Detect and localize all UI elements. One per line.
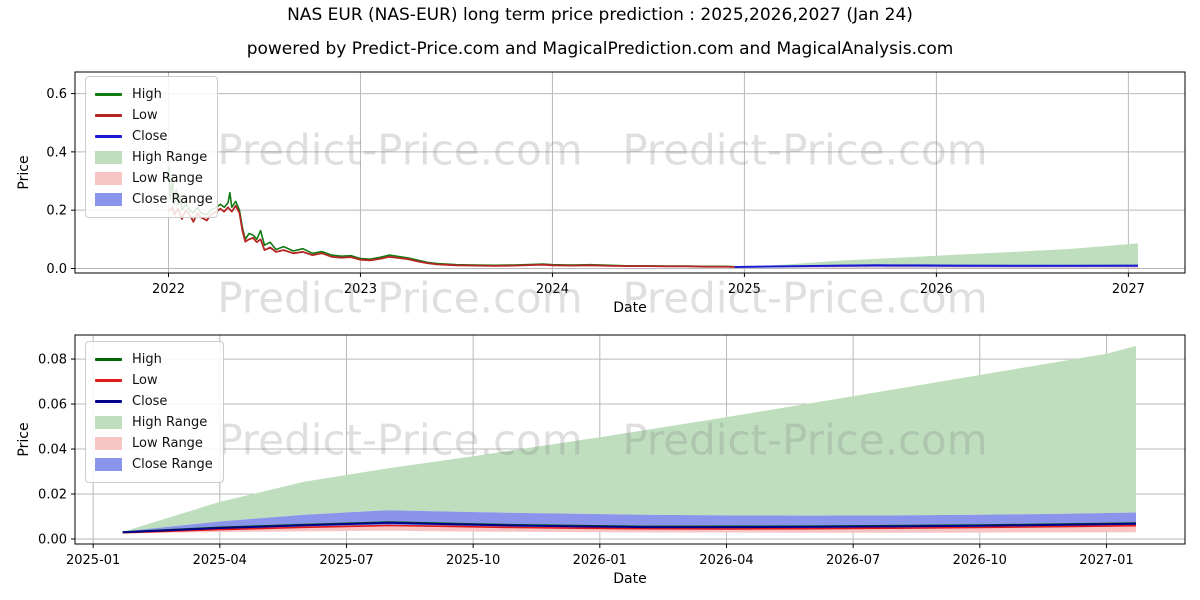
y-axis-label: Price	[16, 155, 32, 189]
line-close	[122, 521, 1137, 534]
band-low-range	[734, 267, 1138, 268]
legend-line-swatch	[95, 400, 122, 403]
page-subtitle: powered by Predict-Price.com and Magical…	[246, 39, 954, 59]
legend-item-low-range: Low Range	[95, 168, 207, 189]
tick-label-x: 2026-10	[953, 553, 1007, 568]
tick-label-x: 2025	[728, 282, 761, 297]
chart-overview: 2022 2023 2024 2025 2026 2027 0.0 0.2 0.4 0.6 Date…	[16, 71, 1186, 316]
legend-item-low: Low	[95, 370, 213, 391]
x-axis-label: Date	[613, 300, 646, 316]
tick-label-y: 0.02	[38, 488, 67, 503]
legend-item-high: High	[95, 349, 213, 370]
tick-label-x: 2025-10	[446, 553, 500, 568]
tick-label-y: 0.08	[38, 353, 67, 368]
legend-forecast: High Low Close High Range Low Range Close Ran…	[85, 341, 224, 483]
legend-label: High Range	[132, 150, 208, 165]
tick-label-y: 0.2	[46, 204, 67, 219]
legend-item-high: High	[95, 84, 207, 105]
line-close	[734, 264, 1139, 268]
legend-item-close: Close	[95, 126, 207, 147]
legend-item-close: Close	[95, 391, 213, 412]
legend-item-high-range: High Range	[95, 147, 207, 168]
legend-label: Close Range	[132, 192, 213, 207]
legend-item-low-range: Low Range	[95, 433, 213, 454]
legend-patch-swatch	[95, 172, 122, 185]
legend-patch-swatch	[95, 437, 122, 450]
legend-item-close-range: Close Range	[95, 454, 213, 475]
legend-item-low: Low	[95, 105, 207, 126]
band-low-range	[122, 526, 1136, 534]
tick-label-x: 2026	[920, 282, 953, 297]
legend-label: High	[132, 352, 162, 367]
plot-border	[74, 71, 1186, 274]
tick-label-x: 2022	[152, 282, 185, 297]
legend-line-swatch	[95, 379, 122, 382]
tick-label-x: 2025-04	[193, 553, 247, 568]
line-low	[167, 204, 735, 268]
legend-label: Low	[132, 373, 158, 388]
y-axis-label: Price	[16, 422, 32, 456]
legend-patch-swatch	[95, 458, 122, 471]
tick-label-y: 0.0	[46, 262, 67, 277]
tick-label-x: 2025-01	[66, 553, 120, 568]
legend-label: Low Range	[132, 436, 203, 451]
legend-label: Low	[132, 108, 158, 123]
tick-label-y: 0.06	[38, 398, 67, 413]
tick-label-y: 0.04	[38, 443, 67, 458]
legend-line-swatch	[95, 114, 122, 117]
legend-patch-swatch	[95, 193, 122, 206]
tick-label-x: 2023	[344, 282, 377, 297]
legend-line-swatch	[95, 135, 122, 138]
line-low	[122, 524, 1137, 534]
legend-line-swatch	[95, 93, 122, 96]
legend-label: High	[132, 87, 162, 102]
tick-label-x: 2026-01	[573, 553, 627, 568]
tick-label-y: 0.00	[38, 533, 67, 548]
tick-label-x: 2027	[1112, 282, 1145, 297]
tick-label-x: 2026-04	[699, 553, 753, 568]
legend-item-high-range: High Range	[95, 412, 213, 433]
legend-label: Close Range	[132, 457, 213, 472]
plot-border	[74, 334, 1186, 545]
band-high-range	[122, 346, 1136, 532]
legend-label: Close	[132, 394, 168, 409]
chart-forecast: 2025-01 2025-04 2025-07 2025-10 2026-01 2026-…	[16, 334, 1186, 587]
tick-label-x: 2026-07	[826, 553, 880, 568]
legend-item-close-range: Close Range	[95, 189, 213, 210]
tick-label-y: 0.4	[46, 145, 67, 160]
legend-label: High Range	[132, 415, 208, 430]
tick-label-x: 2024	[536, 282, 569, 297]
legend-overview: High Low Close High Range Low Range Close Ran…	[85, 76, 218, 218]
legend-label: Low Range	[132, 171, 203, 186]
page-title: NAS EUR (NAS-EUR) long term price predic…	[287, 5, 913, 25]
line-high	[167, 166, 735, 268]
legend-patch-swatch	[95, 151, 122, 164]
tick-label-x: 2025-07	[319, 553, 373, 568]
tick-label-x: 2027-01	[1079, 553, 1133, 568]
x-axis-label: Date	[613, 571, 646, 587]
tick-label-y: 0.6	[46, 87, 67, 102]
band-high-range	[734, 243, 1138, 267]
legend-label: Close	[132, 129, 168, 144]
legend-patch-swatch	[95, 416, 122, 429]
legend-line-swatch	[95, 358, 122, 361]
